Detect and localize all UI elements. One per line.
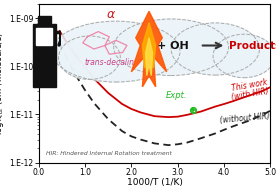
Text: + OH: + OH xyxy=(157,40,189,50)
Text: (without HIR): (without HIR) xyxy=(219,111,270,125)
Polygon shape xyxy=(131,11,167,87)
Text: This work: This work xyxy=(231,78,269,93)
Ellipse shape xyxy=(213,34,275,78)
Text: (with HIR): (with HIR) xyxy=(231,87,270,102)
Text: Products: Products xyxy=(229,40,276,50)
Polygon shape xyxy=(145,38,153,76)
Text: $\alpha$: $\alpha$ xyxy=(107,8,116,21)
Text: Expt.: Expt. xyxy=(166,91,188,101)
Ellipse shape xyxy=(52,21,180,82)
Polygon shape xyxy=(33,16,56,87)
Polygon shape xyxy=(36,28,52,45)
Text: trans-decalin: trans-decalin xyxy=(84,58,134,67)
Text: HIR: Hindered Internal Rotation treatment: HIR: Hindered Internal Rotation treatmen… xyxy=(46,151,171,156)
Polygon shape xyxy=(142,23,156,68)
Ellipse shape xyxy=(171,23,259,75)
Ellipse shape xyxy=(59,36,120,79)
Y-axis label: $\log k_{tot}\ \mathrm{(cm^3/molecule/s)}$: $\log k_{tot}\ \mathrm{(cm^3/molecule/s)… xyxy=(0,32,7,135)
Ellipse shape xyxy=(114,19,229,76)
X-axis label: 1000/T (1/K): 1000/T (1/K) xyxy=(127,178,182,187)
